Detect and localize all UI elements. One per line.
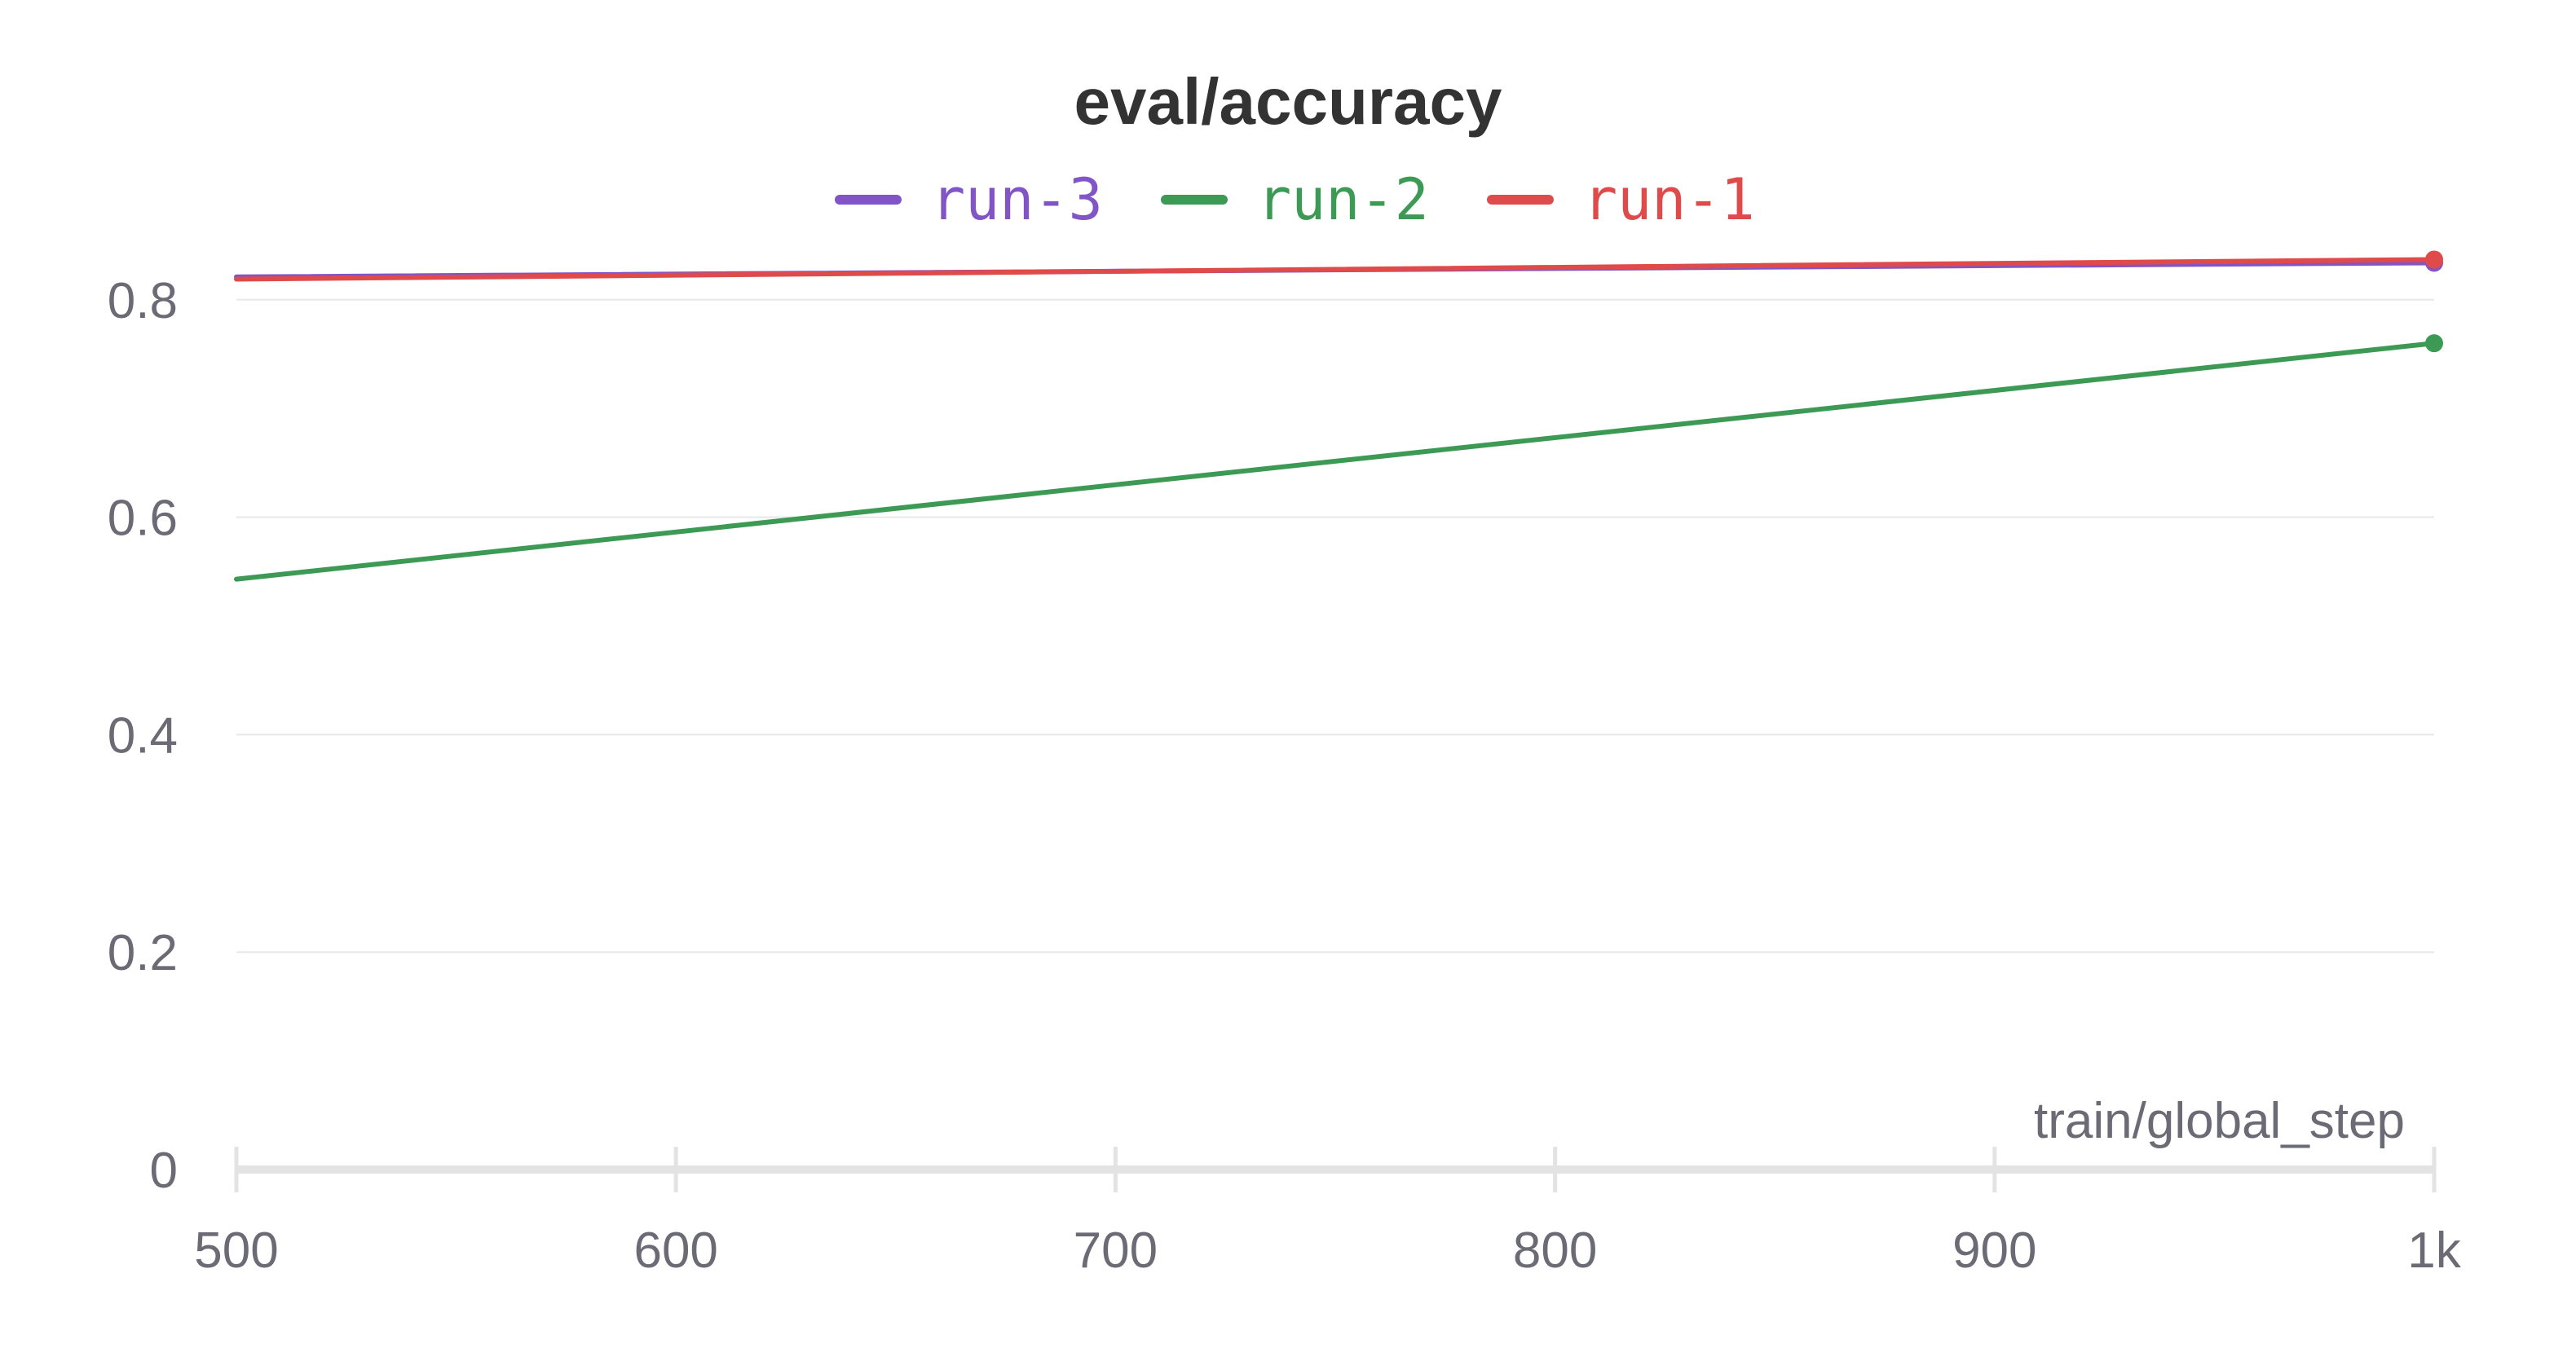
series-end-point-run-1 (2425, 250, 2443, 269)
x-tick-label: 700 (1074, 1223, 1158, 1279)
y-axis: 0 0.2 0.4 0.6 0.8 (108, 273, 178, 1199)
y-tick-label: 0 (150, 1143, 178, 1199)
y-tick-label: 0.4 (108, 707, 178, 764)
legend-label-run-2: run-2 (1257, 166, 1429, 233)
series-end-point-run-2 (2425, 334, 2443, 353)
series-line-run-1 (234, 257, 2437, 282)
x-tick-label: 500 (194, 1223, 278, 1279)
y-tick-label: 0.6 (108, 491, 178, 547)
x-tick-label: 1k (2407, 1223, 2461, 1279)
legend-label-run-3: run-3 (931, 166, 1103, 233)
x-tick-label: 900 (1952, 1223, 2036, 1279)
x-tick-label: 600 (633, 1223, 717, 1279)
series-line-run-2 (234, 341, 2437, 582)
y-tick-label: 0.2 (108, 925, 178, 981)
grid-lines (236, 298, 2434, 954)
y-tick-label: 0.8 (108, 273, 178, 329)
legend: run-3 run-2 run-1 (835, 166, 1755, 233)
series-layer (234, 250, 2443, 582)
x-axis: 500 600 700 800 900 1k (194, 1147, 2462, 1279)
chart-title: eval/accuracy (1074, 65, 1502, 138)
x-tick-label: 800 (1513, 1223, 1597, 1279)
legend-label-run-1: run-1 (1583, 166, 1755, 233)
x-axis-label: train/global_step (2034, 1093, 2405, 1149)
